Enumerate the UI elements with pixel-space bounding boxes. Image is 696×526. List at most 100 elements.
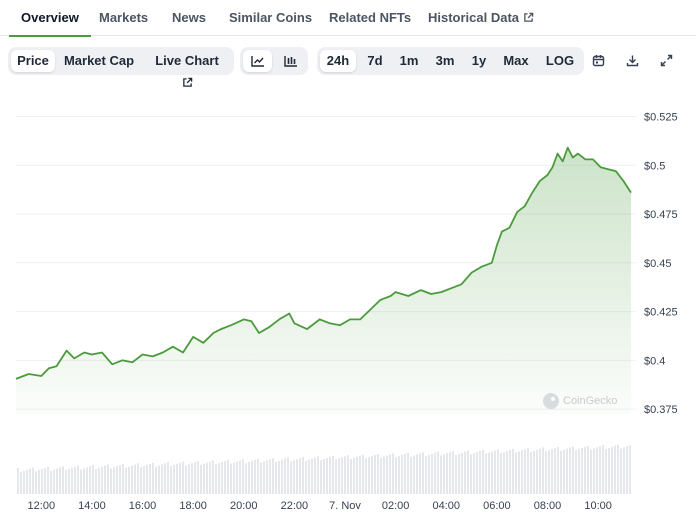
live-chart-tab[interactable]: Live Chart [144, 50, 230, 87]
volume-bar [305, 460, 307, 494]
volume-bar [41, 469, 43, 494]
grid-lines [16, 115, 636, 410]
volume-bar [590, 449, 592, 494]
volume-bars [17, 444, 631, 494]
volume-bar [266, 460, 268, 494]
tab-news[interactable]: News [172, 10, 206, 25]
volume-bar [608, 447, 610, 494]
volume-bar [371, 456, 373, 494]
volume-bar [200, 464, 202, 494]
tab-historical-data[interactable]: Historical Data [428, 0, 534, 36]
volume-bar [317, 456, 319, 494]
y-tick-label: $0.525 [644, 111, 678, 123]
tab-overview[interactable]: Overview [9, 0, 91, 37]
volume-bar [563, 449, 565, 494]
volume-bar [380, 457, 382, 494]
volume-bar [92, 465, 94, 494]
volume-bar [545, 451, 547, 494]
calendar-button[interactable] [587, 50, 609, 72]
volume-bar [332, 455, 334, 494]
volume-bar [269, 459, 271, 494]
volume-bar [143, 466, 145, 494]
volume-bar [23, 470, 25, 494]
volume-bar [191, 463, 193, 494]
volume-bar [116, 466, 118, 494]
volume-bar [230, 463, 232, 494]
volume-bar [440, 455, 442, 494]
range-max-button[interactable]: Max [503, 53, 529, 68]
volume-bar [194, 462, 196, 494]
coingecko-watermark: CoinGecko [542, 390, 617, 412]
volume-bar [485, 453, 487, 494]
volume-bar [623, 447, 625, 494]
volume-bar [125, 467, 127, 494]
volume-bar [74, 466, 76, 494]
volume-bar [467, 450, 469, 494]
volume-bar [59, 467, 61, 494]
calendar-icon [592, 55, 604, 67]
range-7d-button[interactable]: 7d [367, 53, 383, 68]
download-icon [626, 55, 638, 67]
volume-bar [32, 467, 34, 494]
volume-bar [431, 453, 433, 494]
y-tick-label: $0.5 [644, 160, 665, 172]
volume-bar [614, 445, 616, 494]
download-button[interactable] [621, 50, 643, 72]
candlestick-chart-button[interactable] [276, 50, 305, 72]
volume-bar [461, 452, 463, 494]
volume-bar [386, 455, 388, 494]
range-1m-button[interactable]: 1m [399, 53, 419, 68]
volume-bar [581, 447, 583, 494]
volume-bar [506, 450, 508, 494]
volume-bar [107, 464, 109, 494]
volume-bar [65, 470, 67, 494]
volume-bar [161, 464, 163, 494]
log-scale-button[interactable]: LOG [545, 53, 575, 68]
tab-similar-coins[interactable]: Similar Coins [229, 10, 313, 25]
volume-bar [533, 450, 535, 494]
volume-bar [242, 459, 244, 494]
line-chart-icon [250, 56, 264, 67]
line-chart-button[interactable] [243, 50, 272, 72]
price-tab[interactable]: Price [11, 50, 55, 72]
volume-bar [347, 455, 349, 494]
volume-bar [224, 460, 226, 494]
volume-bar [464, 451, 466, 494]
range-3m-button[interactable]: 3m [435, 53, 455, 68]
volume-bar [326, 457, 328, 494]
volume-bar [137, 463, 139, 494]
x-tick-label: 20:00 [230, 500, 258, 512]
volume-bar [71, 467, 73, 494]
volume-bar [530, 451, 532, 494]
range-1y-button[interactable]: 1y [471, 53, 487, 68]
volume-bar [599, 446, 601, 494]
volume-bar [542, 447, 544, 494]
volume-bar [197, 460, 199, 494]
tab-markets[interactable]: Markets [99, 10, 149, 25]
volume-bar [248, 461, 250, 494]
volume-bar [290, 461, 292, 494]
y-tick-label: $0.45 [644, 258, 672, 270]
external-link-icon [182, 77, 192, 87]
volume-bar [536, 449, 538, 494]
volume-bar [152, 462, 154, 494]
volume-bar [500, 453, 502, 494]
volume-bar [35, 471, 37, 494]
market-cap-tab[interactable]: Market Cap [63, 53, 135, 68]
volume-bar [146, 464, 148, 494]
volume-bar [47, 466, 49, 494]
volume-bar [395, 457, 397, 494]
expand-button[interactable] [655, 50, 677, 72]
chart-style-group [240, 47, 308, 75]
volume-bar [392, 453, 394, 494]
volume-bar [512, 448, 514, 494]
volume-bar [626, 446, 628, 494]
expand-icon [660, 54, 672, 67]
volume-bar [329, 456, 331, 494]
tab-related-nfts[interactable]: Related NFTs [329, 10, 412, 25]
volume-bar [77, 465, 79, 494]
volume-bar [218, 463, 220, 494]
range-24h-button[interactable]: 24h [320, 50, 356, 72]
volume-bar [455, 454, 457, 494]
volume-bar [359, 455, 361, 494]
